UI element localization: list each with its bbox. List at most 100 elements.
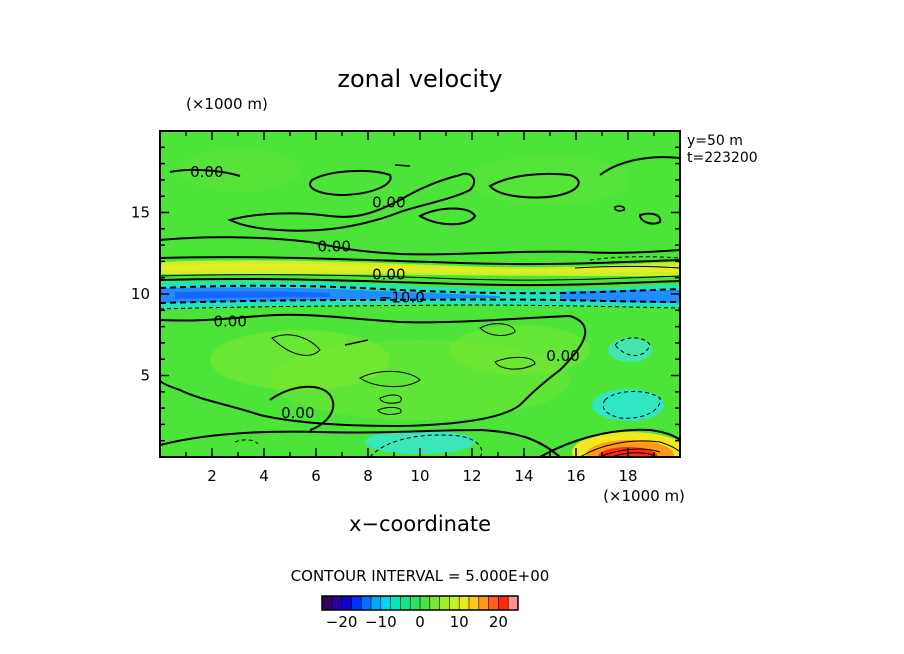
cyan-patch [592,389,664,421]
contour-line [369,434,483,457]
colorbar-tick-label: 20 [489,613,508,631]
plot-area: 0.00 0.00 0.00 0.00 −10.0 0.00 0.00 0.00 [159,130,681,458]
colorbar-swatch [478,596,490,610]
x-tick-label: 8 [363,467,373,485]
field-patch [470,155,630,205]
colorbar-swatch [488,596,499,610]
contour-line [494,356,536,370]
contour-line [160,277,680,287]
positive-band-core [160,263,680,273]
contour-line [269,385,335,431]
field-patch [180,148,300,192]
x-tick-label: 12 [462,467,481,485]
contour-line [227,172,476,232]
contour-line [574,266,680,269]
colorbar-tick-label: 0 [415,613,425,631]
colorbar: −20 −10 0 10 20 [321,595,519,631]
colorbar-swatch [410,596,421,610]
contour-line [160,313,587,428]
y-tick-label: 15 [131,204,150,222]
contour-label: 0.00 [190,163,223,181]
colorbar-swatch [400,596,411,610]
y-tick-label: 10 [131,285,150,303]
colorbar-swatch [341,596,352,610]
contour-label: 0.00 [213,313,246,331]
field-patch [450,325,590,375]
contour-line [160,284,680,295]
contour-line [344,339,369,346]
contour-line [599,156,680,176]
x-tick-label: 18 [618,467,637,485]
colorbar-swatch [420,596,431,610]
contour-line [160,236,680,256]
jet-core-deep [175,291,330,299]
contour-line [169,168,241,177]
colorbar-swatch [331,596,343,610]
y-tick-label: 5 [140,367,150,385]
colorbar-swatch [322,596,333,610]
colorbar-tick-label: 10 [450,613,469,631]
contour-line [160,298,680,304]
contour-line [589,256,680,261]
contour-line [611,452,656,457]
colorbar-tick-label: −20 [326,613,358,631]
colorbar-swatch [380,596,392,610]
contour-line [379,394,402,404]
contour-label: 0.00 [372,194,405,212]
contour-line [160,256,680,266]
colorbar-swatch [351,596,362,610]
contour-line [160,304,680,310]
cyan-patch [365,430,475,454]
colorbar-swatch [498,596,509,610]
colorbar-swatch [361,596,372,610]
contour-line [271,334,321,356]
contour-label: 0.00 [372,265,405,283]
contour-line [614,337,651,356]
contour-line [309,169,392,197]
colorbar-swatch [429,596,441,610]
cyan-patch [608,338,652,362]
contour-line [539,428,680,457]
contour-line [479,323,516,336]
x-axis-unit: (×1000 m) [603,487,685,505]
colorbar-swatch [371,596,382,610]
colorbar-swatch [390,596,401,610]
field-patch [210,330,390,390]
colorbar-swatch [469,596,480,610]
y-axis: 5 10 15 [131,146,680,442]
contour-line [394,164,411,167]
contour-line [160,428,561,457]
x-tick-label: 14 [514,467,533,485]
contour-interval-note: CONTOUR INTERVAL = 5.000E+00 [291,567,550,585]
colorbar-swatch [439,596,450,610]
contour-line [602,391,661,419]
contour-line [614,205,626,212]
colorbar-swatch [459,596,470,610]
x-axis-label: x−coordinate [349,512,491,536]
x-tick-label: 10 [410,467,429,485]
colorbar-swatch [508,596,519,610]
info-line-t: t=223200 [687,150,758,166]
contour-line [377,406,402,415]
contour-label: 0.00 [546,347,579,365]
x-axis: 2 4 6 8 10 12 14 16 18 [185,131,655,485]
contour-line [359,370,421,388]
colorbar-swatch [449,596,460,610]
contour-label: −10.0 [379,288,425,306]
info-line-y: y=50 m [687,133,743,149]
x-tick-label: 2 [207,467,217,485]
colorbar-tick-label: −10 [365,613,397,631]
contour-line [417,207,477,226]
contour-label: 0.00 [317,238,350,256]
contour-line [160,274,680,281]
x-tick-label: 4 [259,467,269,485]
contour-line [234,439,259,445]
contour-label: 0.00 [281,404,314,422]
contour-line [488,172,580,199]
contour-line [579,440,680,457]
x-tick-label: 16 [566,467,585,485]
chart-title: zonal velocity [337,65,502,93]
contour-line [638,212,662,225]
y-axis-unit: (×1000 m) [186,95,268,113]
